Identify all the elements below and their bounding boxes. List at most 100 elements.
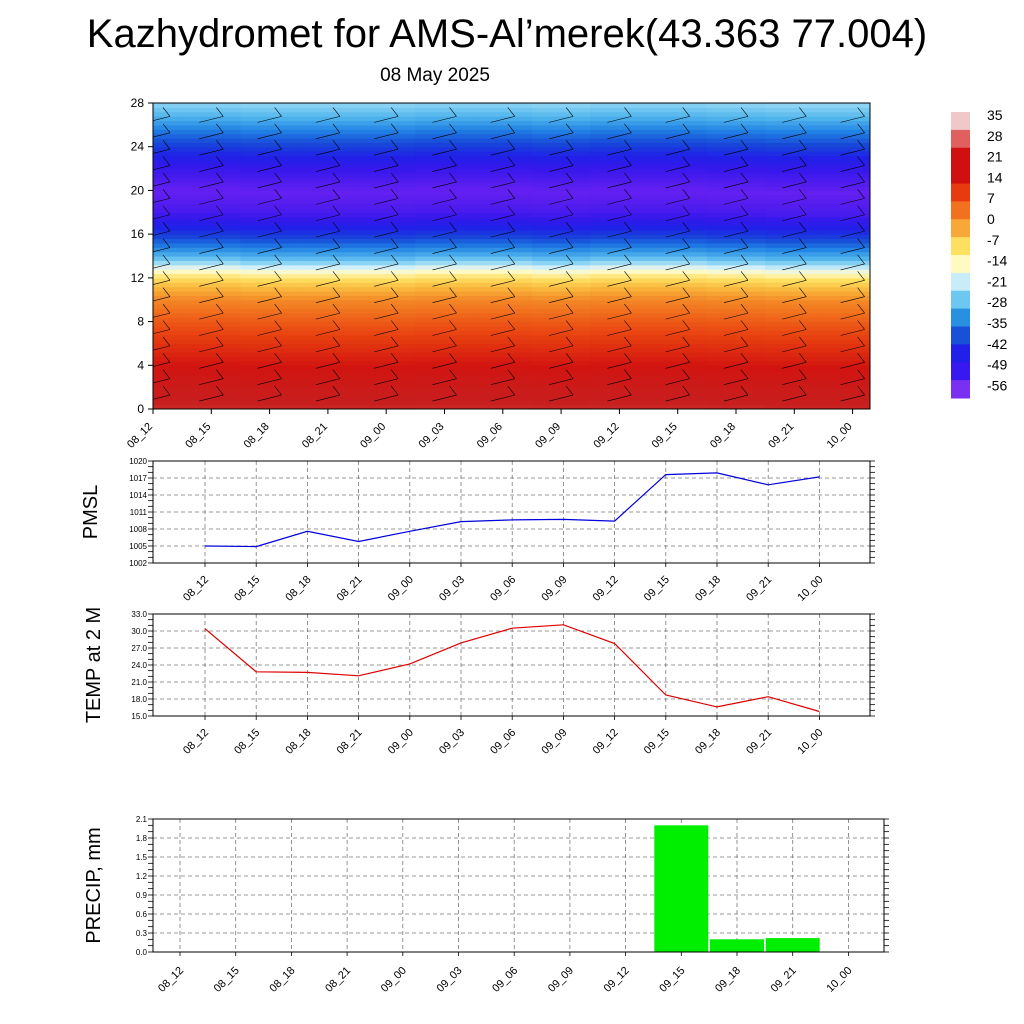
heatmap-cell: [473, 251, 533, 257]
heatmap-cell: [765, 387, 825, 393]
heatmap-cell: [823, 242, 870, 248]
heatmap-cell: [153, 155, 183, 161]
wind-barb: [315, 320, 341, 336]
wind-barb: [665, 156, 690, 172]
heatmap-cell: [531, 124, 591, 130]
heatmap-cell: [531, 404, 591, 409]
wind-barb: [607, 107, 632, 123]
wind-barb: [257, 254, 282, 271]
x-tick-label: 09_06: [488, 574, 518, 604]
x-tick-label: 10_00: [824, 965, 854, 995]
heatmap-cell: [153, 369, 183, 375]
heatmap-cell: [415, 347, 475, 353]
wind-barb: [665, 107, 690, 123]
wind-barb: [490, 156, 516, 172]
heatmap-cell: [648, 116, 708, 122]
heatmap-cell: [823, 339, 870, 345]
heatmap-cell: [765, 221, 825, 226]
wind-barb: [840, 189, 865, 205]
x-tick-label: 08_12: [181, 727, 211, 757]
wind-barb: [607, 336, 632, 353]
wind-barb: [153, 172, 171, 187]
heatmap-cell: [240, 325, 300, 331]
colorbar-swatch: [951, 255, 970, 274]
heatmap-cell: [823, 194, 870, 200]
heatmap-cell: [357, 387, 416, 393]
wind-barb: [432, 369, 457, 385]
heatmap-cell: [240, 339, 300, 345]
heatmap-cell: [823, 181, 870, 187]
heatmap-cell: [298, 339, 358, 345]
heatmap-cell: [590, 207, 650, 213]
heatmap-cell: [648, 295, 708, 301]
heatmap-cell: [823, 247, 870, 253]
heatmap-cell: [823, 317, 870, 323]
wind-barb: [665, 123, 690, 140]
heatmap-cell: [473, 352, 533, 358]
x-tick-label: 08_18: [283, 727, 313, 757]
heatmap-cell: [415, 247, 475, 253]
heatmap-cell: [415, 242, 475, 248]
heatmap-cell: [357, 365, 416, 371]
heatmap-cell: [765, 286, 825, 292]
wind-barb: [432, 320, 457, 336]
heatmap-cell: [823, 142, 870, 148]
heatmap-cell: [590, 321, 650, 327]
heatmap-cell: [182, 146, 242, 152]
heatmap-cell: [415, 356, 475, 362]
heatmap-cell: [298, 238, 358, 244]
wind-barb: [257, 123, 282, 140]
heatmap-cell: [298, 120, 358, 126]
heatmap-cell: [531, 308, 591, 314]
heatmap-cell: [357, 120, 416, 126]
wind-barb: [199, 156, 224, 172]
heatmap-cell: [590, 317, 650, 323]
wind-barb: [840, 123, 865, 140]
colorbar-label: -49: [987, 357, 1007, 373]
wind-barb: [665, 336, 690, 353]
heatmap-cell: [182, 225, 242, 231]
heatmap-cell: [473, 207, 533, 213]
heatmap-cell: [590, 352, 650, 358]
wind-barb: [315, 139, 341, 156]
wind-barb: [607, 156, 632, 172]
heatmap-cell: [531, 238, 591, 244]
heatmap-cell: [823, 374, 870, 379]
heatmap-cell: [298, 221, 358, 226]
heatmap-cell: [531, 317, 591, 323]
heatmap-cell: [473, 400, 533, 406]
y-tick-label: 1005: [129, 542, 147, 551]
wind-barb: [315, 385, 341, 402]
heatmap-cell: [298, 404, 358, 409]
y-tick-label: 1020: [129, 457, 147, 466]
heatmap-cell: [182, 155, 242, 161]
panel-frame: [152, 613, 871, 717]
x-tick-label: 09_09: [539, 574, 569, 604]
heatmap-cell: [590, 186, 650, 192]
heatmap-cell: [240, 334, 300, 340]
wind-barb: [490, 287, 516, 304]
heatmap-cell: [823, 330, 870, 336]
colorbar-swatch: [951, 344, 970, 363]
heatmap-cell: [357, 146, 416, 152]
wind-barb: [549, 336, 574, 353]
heatmap-cell: [357, 343, 416, 349]
heatmap-cell: [823, 295, 870, 301]
heatmap-cell: [473, 203, 533, 209]
x-tick-label: 09_03: [417, 421, 447, 451]
heatmap-cell: [298, 229, 358, 235]
heatmap-cell: [590, 142, 650, 148]
y-tick-label: 27.0: [131, 644, 147, 653]
heatmap-cell: [590, 168, 650, 174]
wind-barb: [782, 139, 807, 156]
heatmap-cell: [357, 181, 416, 187]
heatmap-cell: [357, 391, 416, 397]
heatmap-cell: [240, 155, 300, 161]
heatmap-cell: [298, 295, 358, 301]
heatmap-cell: [765, 304, 825, 310]
heatmap-cell: [823, 146, 870, 152]
heatmap-cell: [357, 334, 416, 340]
wind-barb: [432, 189, 457, 205]
heatmap-cell: [823, 155, 870, 161]
wind-barb: [257, 369, 282, 385]
